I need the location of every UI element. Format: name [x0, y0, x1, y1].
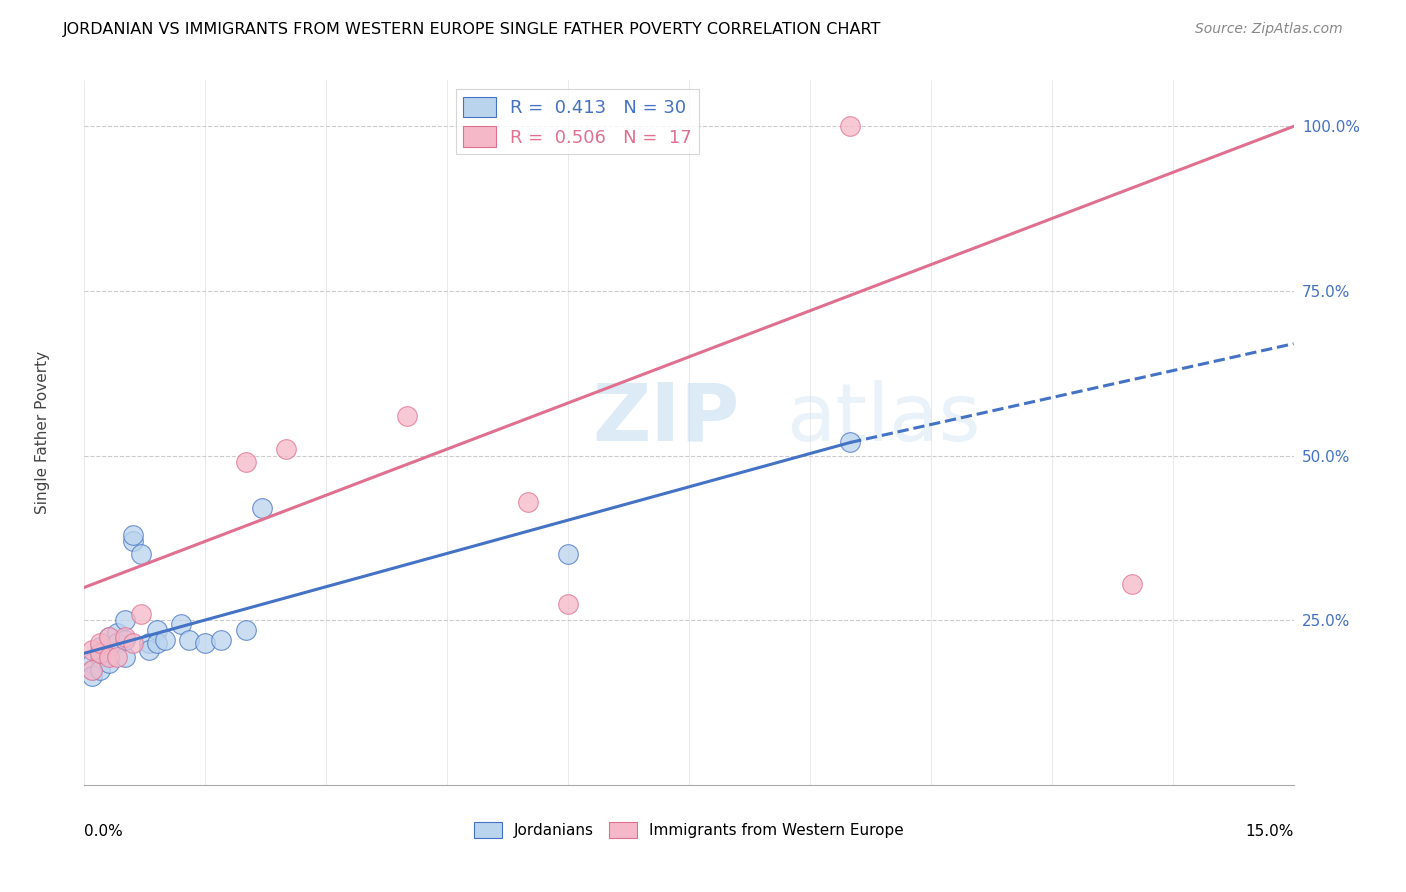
Point: [395, 409, 418, 424]
Point: [89, 636, 111, 650]
Point: [153, 633, 176, 648]
Text: 15.0%: 15.0%: [1246, 823, 1294, 838]
Point: [839, 435, 862, 450]
Point: [97, 649, 120, 664]
Point: [89, 640, 111, 654]
Point: [89, 646, 111, 660]
Point: [121, 534, 143, 549]
Point: [557, 548, 579, 562]
Point: [97, 656, 120, 670]
Point: [179, 633, 201, 648]
Point: [209, 633, 232, 648]
Point: [82, 663, 104, 677]
Text: Single Father Poverty: Single Father Poverty: [35, 351, 49, 514]
Point: [82, 656, 104, 670]
Point: [250, 501, 273, 516]
Text: JORDANIAN VS IMMIGRANTS FROM WESTERN EUROPE SINGLE FATHER POVERTY CORRELATION CH: JORDANIAN VS IMMIGRANTS FROM WESTERN EUR…: [63, 22, 882, 37]
Point: [105, 636, 128, 650]
Point: [89, 646, 111, 660]
Point: [138, 643, 160, 657]
Point: [97, 630, 120, 644]
Point: [89, 663, 111, 677]
Point: [114, 649, 136, 664]
Point: [129, 607, 152, 621]
Point: [97, 630, 120, 644]
Point: [146, 636, 169, 650]
Point: [129, 548, 152, 562]
Point: [105, 626, 128, 640]
Point: [105, 649, 128, 664]
Point: [170, 616, 193, 631]
Point: [557, 597, 579, 611]
Text: 0.0%: 0.0%: [84, 823, 124, 838]
Point: [146, 623, 169, 637]
Point: [114, 630, 136, 644]
Text: Source: ZipAtlas.com: Source: ZipAtlas.com: [1195, 22, 1343, 37]
Point: [89, 649, 111, 664]
Point: [114, 633, 136, 648]
Point: [82, 669, 104, 683]
Point: [516, 495, 538, 509]
Point: [138, 636, 160, 650]
Point: [121, 636, 143, 650]
Point: [194, 636, 217, 650]
Point: [121, 527, 143, 541]
Point: [839, 120, 862, 134]
Point: [1121, 577, 1143, 591]
Point: [235, 455, 257, 469]
Point: [235, 623, 257, 637]
Point: [114, 613, 136, 627]
Legend: Jordanians, Immigrants from Western Europe: Jordanians, Immigrants from Western Euro…: [468, 816, 910, 844]
Text: ZIP: ZIP: [592, 379, 740, 458]
Point: [274, 442, 297, 456]
Text: atlas: atlas: [786, 379, 980, 458]
Point: [82, 663, 104, 677]
Point: [82, 643, 104, 657]
